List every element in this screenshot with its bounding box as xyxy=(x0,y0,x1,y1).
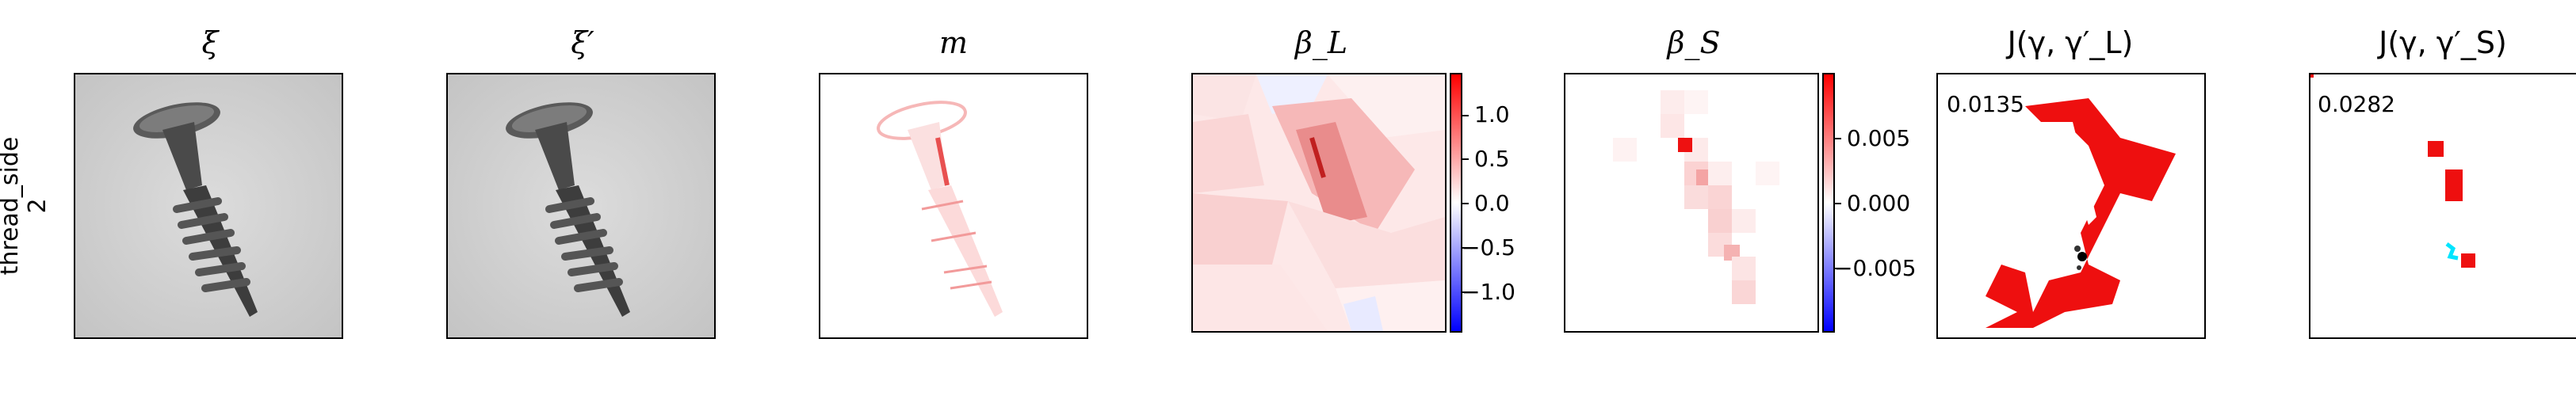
j-s-mask xyxy=(2310,74,2576,337)
tick-mark xyxy=(1462,247,1469,249)
tick-mark xyxy=(1462,115,1469,116)
cbar-l-tick: 0.0 xyxy=(1474,190,1510,216)
tick-mark xyxy=(1835,268,1841,269)
overlap-j-s xyxy=(2309,73,2576,339)
heatmap-beta-s xyxy=(1564,73,1819,333)
tick-mark xyxy=(1462,158,1469,160)
beta-l-segments xyxy=(1193,74,1445,331)
colorbar-beta-l xyxy=(1450,73,1462,333)
cbar-s-tick: 0.005 xyxy=(1847,125,1911,151)
score-j-s: 0.0282 xyxy=(2318,91,2395,117)
cbar-l-tick: 0.5 xyxy=(1474,146,1510,172)
screw-photo xyxy=(75,74,342,337)
title-j-s: J(γ, γ′_S) xyxy=(2379,25,2507,60)
title-beta-l: β_L xyxy=(1294,25,1348,60)
mask-m xyxy=(819,73,1088,339)
image-xi-prime xyxy=(446,73,716,339)
image-xi xyxy=(74,73,343,339)
title-xi: ξ xyxy=(201,25,219,60)
cbar-l-tick: −0.5 xyxy=(1462,234,1515,261)
cbar-l-tick: 1.0 xyxy=(1474,101,1510,128)
j-l-mask xyxy=(1938,74,2204,337)
cbar-s-tick: −0.005 xyxy=(1834,255,1917,281)
row-label: thread_side 2 xyxy=(0,63,52,348)
tick-mark xyxy=(1835,138,1841,139)
cbar-s-tick: 0.000 xyxy=(1847,190,1911,216)
tick-mark xyxy=(1462,291,1469,293)
difference-map xyxy=(820,74,1087,337)
row-label-line-1: thread_side xyxy=(0,136,24,276)
colorbar-beta-s xyxy=(1822,73,1835,333)
title-j-l: J(γ, γ′_L) xyxy=(2007,25,2134,60)
screw-photo-perturbed xyxy=(448,74,714,337)
row-label-line-2: 2 xyxy=(24,198,52,214)
beta-s-superpixels xyxy=(1565,74,1817,331)
tick-mark xyxy=(1462,203,1469,204)
cbar-l-tick: −1.0 xyxy=(1462,279,1515,305)
score-j-l: 0.0135 xyxy=(1947,91,2024,117)
title-beta-s: β_S xyxy=(1667,25,1721,60)
overlap-j-l xyxy=(1936,73,2206,339)
title-m: m xyxy=(938,25,969,60)
heatmap-beta-l xyxy=(1191,73,1447,333)
title-xi-prime: ξ′ xyxy=(571,25,594,60)
tick-mark xyxy=(1835,203,1841,204)
